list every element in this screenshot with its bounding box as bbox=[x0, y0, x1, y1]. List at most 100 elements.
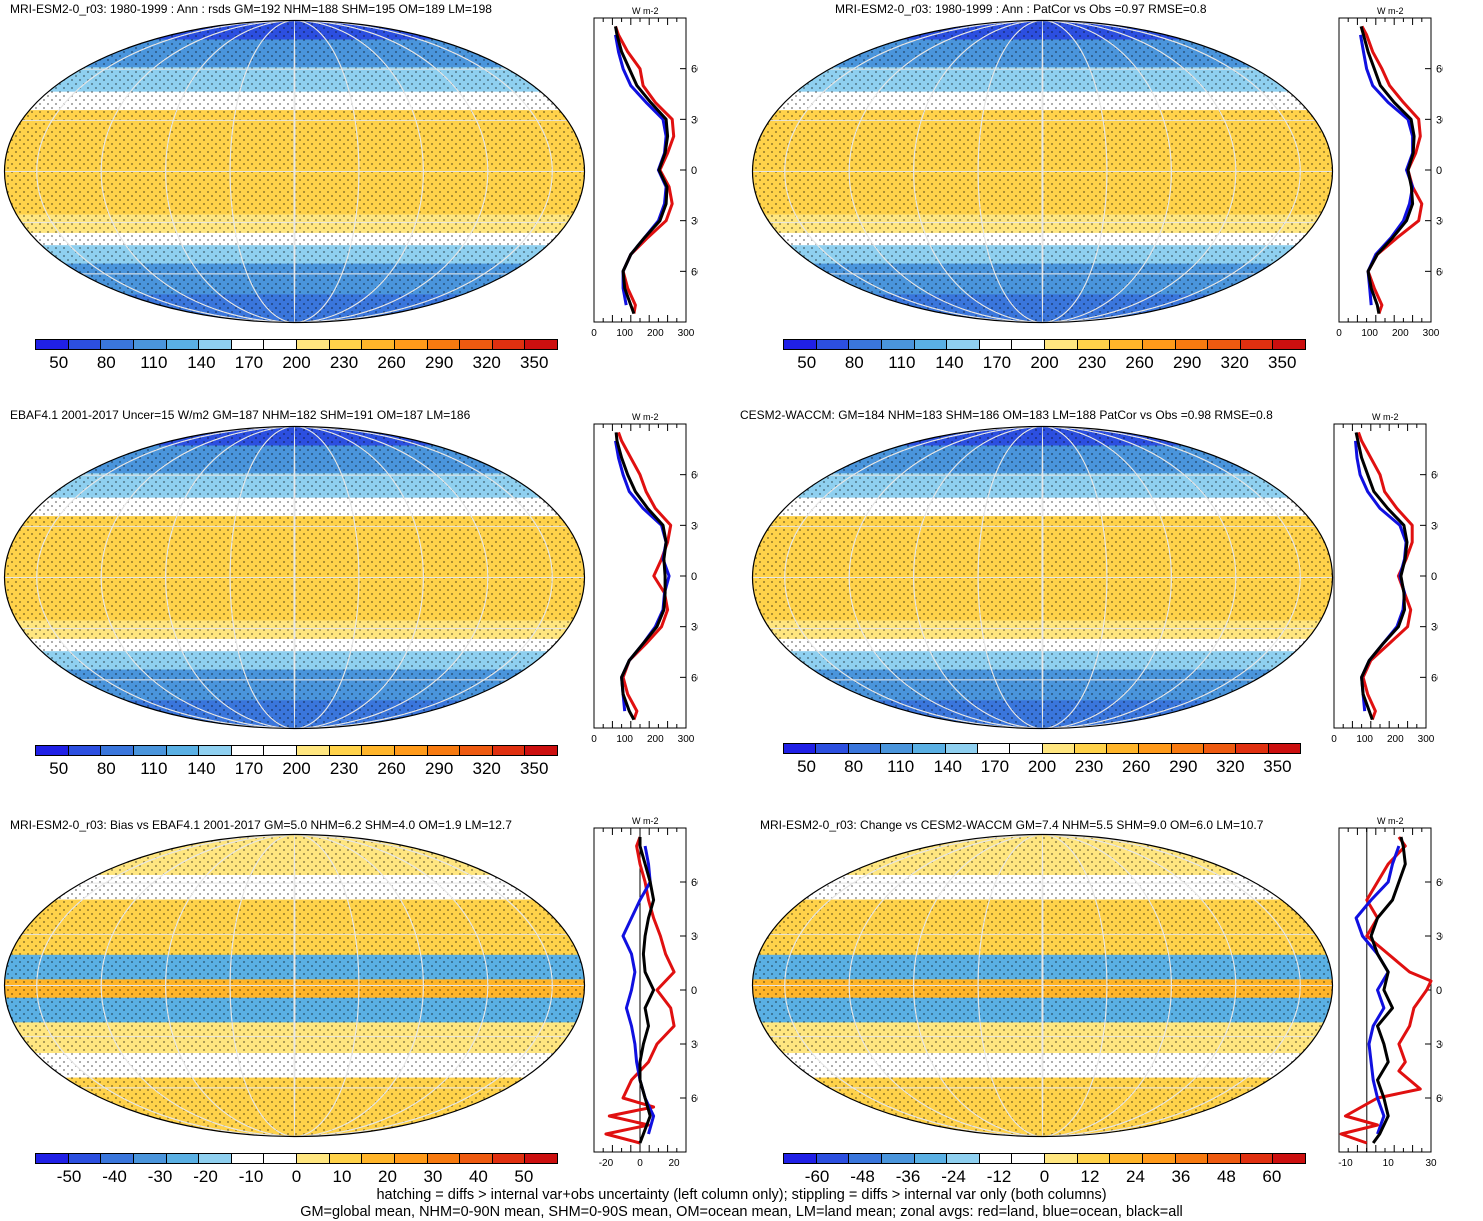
colorbar bbox=[35, 339, 558, 350]
colorbar-tick-label: -12 bbox=[986, 1167, 1012, 1186]
colorbar-swatch bbox=[362, 1154, 395, 1163]
zonal-series-black bbox=[1369, 836, 1407, 1144]
colorbar-swatch bbox=[1110, 1154, 1143, 1163]
colorbar-swatch bbox=[525, 746, 557, 755]
colorbar-swatch bbox=[848, 744, 881, 753]
colorbar-swatch bbox=[427, 1154, 461, 1163]
zonal-lat-tick-label: 30S bbox=[691, 1039, 698, 1051]
colorbar-swatch bbox=[1142, 340, 1176, 349]
colorbar-swatch bbox=[133, 746, 167, 755]
zonal-x-tick-label: 30 bbox=[1425, 1158, 1437, 1169]
panel-title: MRI-ESM2-0_r03: Bias vs EBAF4.1 2001-201… bbox=[10, 818, 512, 832]
colorbar-tick-label: 350 bbox=[1268, 353, 1297, 372]
colorbar-swatch bbox=[133, 1154, 167, 1163]
colorbar-swatch bbox=[231, 746, 265, 755]
colorbar-swatch bbox=[133, 340, 167, 349]
colorbar-tick-label: 260 bbox=[377, 759, 406, 778]
colorbar-swatch bbox=[1107, 744, 1140, 753]
zonal-lat-tick-label: 30S bbox=[1436, 1039, 1443, 1051]
zonal-lat-tick-label: 60S bbox=[1436, 266, 1443, 278]
zonal-axes bbox=[593, 423, 687, 729]
map-outline bbox=[751, 19, 1334, 324]
zonal-x-tick-label: 10 bbox=[1383, 1158, 1395, 1169]
colorbar-swatch bbox=[1273, 1154, 1305, 1163]
zonal-x-tick-label: 0 bbox=[1331, 734, 1337, 745]
colorbar-swatch bbox=[68, 340, 102, 349]
zonal-lat-tick-label: 60S bbox=[691, 672, 698, 684]
zonal-lat-tick-label: 60N bbox=[1431, 470, 1438, 482]
colorbar-swatch bbox=[460, 746, 493, 755]
colorbar-swatch bbox=[1142, 1154, 1176, 1163]
panel-title: CESM2-WACCM: GM=184 NHM=183 SHM=186 OM=1… bbox=[740, 408, 1273, 422]
colorbar-tick-label: 350 bbox=[1263, 757, 1292, 776]
zonal-x-tick-label: 0 bbox=[637, 1158, 643, 1169]
zonal-axes bbox=[1333, 423, 1427, 729]
colorbar-tick-label: 140 bbox=[935, 353, 964, 372]
zonal-mean-plot: W m-2 60N 30N 0 30S 60S -10 10 30 bbox=[1338, 816, 1443, 1169]
zonal-lat-tick-label: 30N bbox=[1431, 520, 1438, 532]
zonal-x-tick-label: 100 bbox=[1361, 328, 1378, 339]
colorbar-tick-label: 140 bbox=[933, 757, 962, 776]
colorbar-tick-label: 140 bbox=[187, 759, 216, 778]
zonal-mean-plot: W m-2 60N 30N 0 30S 60S 0 100 200 300 bbox=[1336, 6, 1443, 339]
colorbar-ticks: 50 80 110 140 170 200 230 260 290 320 350 bbox=[783, 757, 1301, 779]
colorbar-tick-label: -50 bbox=[56, 1167, 82, 1186]
zonal-lat-tick-label: 60N bbox=[1436, 64, 1443, 76]
zonal-series-black bbox=[1354, 432, 1409, 721]
colorbar-tick-label: 200 bbox=[282, 353, 311, 372]
zonal-series-black bbox=[638, 837, 656, 1144]
zonal-lat-tick-label: 30S bbox=[1436, 216, 1443, 228]
zonal-x-tick-label: 200 bbox=[1387, 734, 1404, 745]
colorbar-tick-label: -20 bbox=[193, 1167, 218, 1186]
footer-note-2: GM=global mean, NHM=0-90N mean, SHM=0-90… bbox=[300, 1204, 1183, 1220]
colorbar-tick-label: 290 bbox=[1172, 353, 1202, 372]
colorbar-swatch bbox=[784, 340, 817, 349]
colorbar-tick-label: 40 bbox=[468, 1167, 488, 1186]
colorbar-swatch bbox=[297, 340, 330, 349]
colorbar-tick-label: -36 bbox=[895, 1167, 921, 1186]
colorbar-ticks: -50 -40 -30 -20 -10 0 10 20 30 40 50 bbox=[35, 1167, 558, 1189]
colorbar-swatch bbox=[947, 340, 980, 349]
zonal-units-label: W m-2 bbox=[1377, 6, 1404, 16]
colorbar-tick-label: 24 bbox=[1125, 1167, 1145, 1186]
colorbar-tick-label: -48 bbox=[850, 1167, 875, 1186]
zonal-lat-tick-label: 60N bbox=[691, 877, 698, 889]
colorbar-tick-label: 50 bbox=[797, 353, 817, 372]
zonal-x-tick-label: 20 bbox=[669, 1158, 681, 1169]
colorbar-swatch bbox=[979, 340, 1013, 349]
colorbar-tick-label: 110 bbox=[887, 757, 915, 776]
zonal-series-black bbox=[614, 432, 668, 721]
footer-note-1: hatching = diffs > internal var+obs unce… bbox=[376, 1187, 1107, 1203]
colorbar-swatch bbox=[1268, 744, 1300, 753]
colorbar-swatch bbox=[945, 744, 978, 753]
zonal-x-tick-label: 200 bbox=[1392, 328, 1409, 339]
zonal-units-label: W m-2 bbox=[1372, 412, 1399, 422]
zonal-x-tick-label: 100 bbox=[616, 328, 633, 339]
colorbar-tick-label: 200 bbox=[1027, 757, 1057, 776]
colorbar-swatch bbox=[1208, 1154, 1241, 1163]
colorbar bbox=[783, 1153, 1306, 1164]
colorbar-tick-label: 140 bbox=[187, 353, 216, 372]
colorbar-swatch bbox=[394, 746, 428, 755]
colorbar-swatch bbox=[1175, 340, 1209, 349]
colorbar-tick-label: 80 bbox=[844, 353, 864, 372]
colorbar-tick-label: 350 bbox=[520, 353, 549, 372]
zonal-series-black bbox=[1359, 25, 1416, 314]
zonal-lat-tick-label: 30S bbox=[1431, 622, 1438, 634]
colorbar-tick-label: 320 bbox=[472, 759, 501, 778]
colorbar-swatch bbox=[784, 1154, 817, 1163]
colorbar-swatch bbox=[1236, 744, 1269, 753]
colorbar-swatch bbox=[849, 340, 882, 349]
colorbar-tick-label: 12 bbox=[1080, 1167, 1100, 1186]
zonal-mean-plot: W m-2 60N 30N 0 30S 60S -20 0 20 bbox=[593, 816, 698, 1169]
map-outline bbox=[3, 425, 586, 730]
zonal-mean-plot: W m-2 60N 30N 0 30S 60S 0 100 200 300 bbox=[591, 412, 698, 745]
colorbar-swatch bbox=[36, 340, 69, 349]
zonal-lat-tick-label: 60N bbox=[691, 64, 698, 76]
zonal-x-tick-label: 0 bbox=[1336, 328, 1342, 339]
colorbar-swatch bbox=[525, 1154, 557, 1163]
colorbar-tick-label: 230 bbox=[1074, 757, 1104, 776]
zonal-units-label: W m-2 bbox=[632, 816, 659, 826]
colorbar-swatch bbox=[394, 1154, 428, 1163]
colorbar-swatch bbox=[362, 746, 395, 755]
